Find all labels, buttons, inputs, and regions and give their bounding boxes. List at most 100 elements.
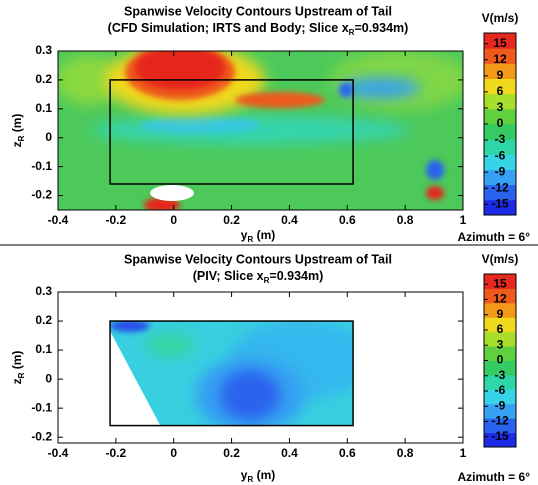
colorbar-tick-label: -15 xyxy=(491,196,509,210)
x-tick-label: 0.4 xyxy=(281,213,298,227)
y-tick-label: 0 xyxy=(45,371,52,385)
colorbar-band xyxy=(484,302,516,318)
y-tick-label: 0.2 xyxy=(35,72,52,86)
x-axis-label: yR (m) xyxy=(241,228,275,244)
plot-frame xyxy=(57,50,464,211)
colorbar-band xyxy=(484,360,516,376)
colorbar-band xyxy=(484,124,516,140)
x-axis-label-part: (m) xyxy=(253,468,275,482)
colorbar-tick-label: 0 xyxy=(497,116,504,130)
chart-subtitle-part: R xyxy=(264,276,270,285)
colorbar-tick-label: 9 xyxy=(497,68,504,82)
x-tick-label: 0.6 xyxy=(339,446,356,460)
chart-subtitle-part: (CFD Simulation; IRTS and Body; Slice x xyxy=(108,21,349,35)
colorbar-band xyxy=(484,331,516,347)
annotation: Azimuth = 6° xyxy=(458,470,531,484)
y-axis-label-part: (m) xyxy=(10,114,24,136)
colorbar-tick-label: -6 xyxy=(495,148,506,162)
chart-subtitle-part: =0.934m) xyxy=(354,21,408,35)
colorbar-band xyxy=(484,184,516,201)
x-tick-label: -0.4 xyxy=(48,213,69,227)
x-tick-label: 0.4 xyxy=(281,446,298,460)
colorbar-tick-label: 12 xyxy=(493,52,507,66)
x-tick-label: 0 xyxy=(170,213,177,227)
y-axis-label-part: z xyxy=(10,141,24,147)
colorbar-tick-label: -9 xyxy=(495,164,506,178)
y-tick-label: 0.1 xyxy=(35,101,52,115)
colorbar-band xyxy=(484,169,516,186)
colorbar-band xyxy=(484,154,516,170)
x-tick-label: 1 xyxy=(460,213,467,227)
chart-title: Spanwise Velocity Contours Upstream of T… xyxy=(124,252,392,266)
y-tick-label: -0.1 xyxy=(31,159,52,173)
colorbar-tick-label: -6 xyxy=(495,383,506,397)
colorbar-band xyxy=(484,108,516,125)
y-tick-label: 0 xyxy=(45,130,52,144)
measurement-box xyxy=(109,320,354,427)
colorbar-tick-label: -9 xyxy=(495,398,506,412)
x-tick-label: -0.2 xyxy=(106,446,127,460)
chart-subtitle-part: =0.934m) xyxy=(269,269,323,283)
x-axis-label-part: R xyxy=(247,235,253,244)
colorbar-band xyxy=(484,403,516,419)
colorbar-tick-label: 6 xyxy=(497,84,504,98)
colorbar-band xyxy=(484,288,516,304)
x-tick-label: -0.2 xyxy=(106,213,127,227)
x-tick-label: 0 xyxy=(170,446,177,460)
x-tick-label: 0.8 xyxy=(397,213,414,227)
annotation: Azimuth = 6° xyxy=(458,230,531,244)
colorbar-band xyxy=(484,139,516,155)
x-axis-label: yR (m) xyxy=(241,468,275,484)
y-tick-label: 0.1 xyxy=(35,342,52,356)
colorbar-tick-label: -15 xyxy=(491,429,509,443)
x-axis-label-part: (m) xyxy=(253,228,275,242)
chart-title: Spanwise Velocity Contours Upstream of T… xyxy=(124,4,392,18)
measurement-box xyxy=(109,79,354,185)
contour-field xyxy=(110,321,353,425)
colorbar-band xyxy=(484,389,516,405)
x-tick-label: 0.2 xyxy=(223,213,240,227)
colorbar-band xyxy=(484,48,516,64)
colorbar-band xyxy=(484,93,516,110)
x-axis-label-part: R xyxy=(247,475,253,484)
colorbar-band xyxy=(484,432,516,448)
x-tick-label: 0.8 xyxy=(397,446,414,460)
x-tick-label: 1 xyxy=(460,446,467,460)
colorbar-tick-label: 6 xyxy=(497,322,504,336)
x-tick-label: 0.6 xyxy=(339,213,356,227)
y-axis-label-part: R xyxy=(17,372,26,378)
x-tick-label: -0.4 xyxy=(48,446,69,460)
chart-subtitle-part: (PIV; Slice x xyxy=(193,269,264,283)
chart-subtitle-part: R xyxy=(349,28,355,37)
colorbar-tick-label: -12 xyxy=(491,180,509,194)
colorbar-band xyxy=(484,317,516,333)
colorbar-band xyxy=(484,199,516,216)
x-tick-label: 0.2 xyxy=(223,446,240,460)
y-tick-label: -0.1 xyxy=(31,400,52,414)
colorbar-band xyxy=(484,63,516,79)
x-axis-label-part: y xyxy=(241,228,248,242)
y-tick-label: -0.2 xyxy=(31,429,52,443)
colorbar-tick-label: 15 xyxy=(493,276,507,290)
colorbar-tick-label: 3 xyxy=(497,337,504,351)
colorbar-label: V(m/s) xyxy=(482,11,519,25)
colorbar-tick-label: -3 xyxy=(495,132,506,146)
x-axis-label-part: y xyxy=(241,468,248,482)
y-tick-label: 0.3 xyxy=(35,284,52,298)
chart-subtitle: (PIV; Slice xR=0.934m) xyxy=(193,269,324,285)
colorbar-tick-label: 9 xyxy=(497,307,504,321)
colorbar-tick-label: 15 xyxy=(493,36,507,50)
colorbar-band xyxy=(484,78,516,95)
chart-subtitle: (CFD Simulation; IRTS and Body; Slice xR… xyxy=(108,21,409,37)
plot-frame xyxy=(57,291,464,444)
y-axis-label-part: z xyxy=(10,378,24,384)
y-axis-label: zR (m) xyxy=(10,114,26,148)
colorbar-band xyxy=(484,274,516,289)
colorbar-band xyxy=(484,418,516,434)
y-tick-label: 0.3 xyxy=(35,43,52,57)
y-tick-label: 0.2 xyxy=(35,313,52,327)
colorbar-label: V(m/s) xyxy=(482,252,519,266)
colorbar-tick-label: 3 xyxy=(497,100,504,114)
y-axis-label: zR (m) xyxy=(10,351,26,385)
